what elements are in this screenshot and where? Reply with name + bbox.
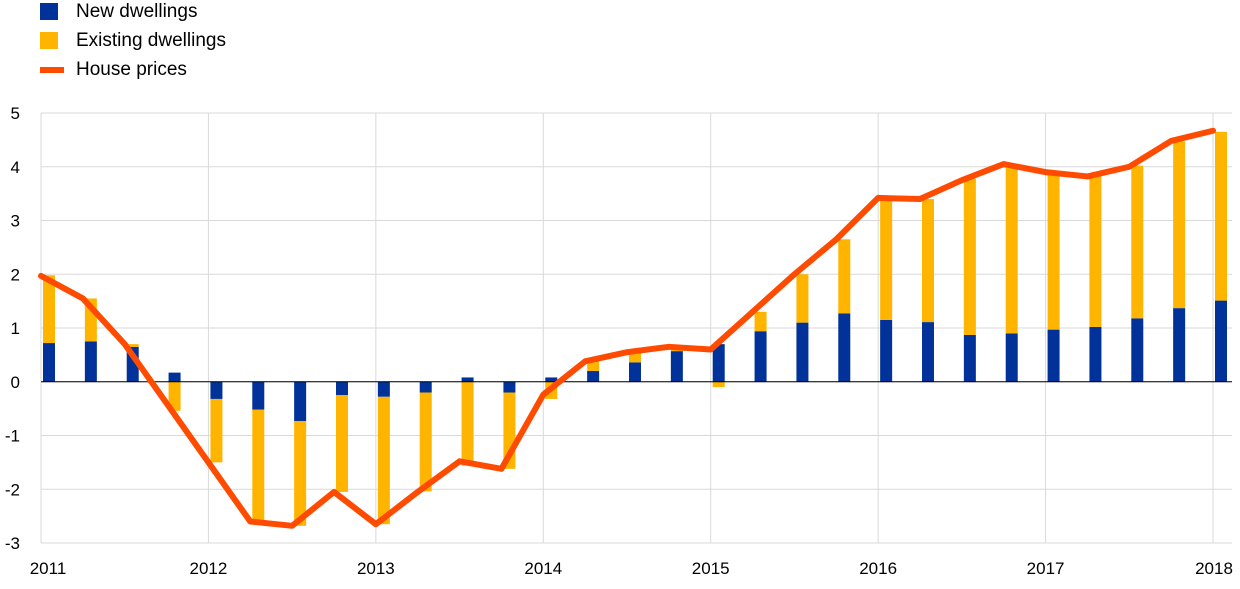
bar-new-dwellings <box>294 381 307 421</box>
bar-existing-dwellings <box>294 420 307 526</box>
chart-bars <box>43 131 1227 526</box>
x-tick-label: 2015 <box>692 559 730 578</box>
bar-new-dwellings <box>1089 326 1102 382</box>
bar-existing-dwellings <box>336 395 348 492</box>
bar-new-dwellings <box>629 362 641 382</box>
bar-new-dwellings <box>461 377 474 382</box>
bar-new-dwellings <box>796 322 809 382</box>
bar-existing-dwellings <box>1131 165 1144 319</box>
bar-new-dwellings <box>1005 333 1018 382</box>
bar-new-dwellings <box>963 334 976 382</box>
bar-existing-dwellings <box>587 361 600 371</box>
house-prices-line-path <box>38 127 1216 529</box>
y-tick-label: 2 <box>11 265 20 284</box>
bar-new-dwellings <box>545 377 558 382</box>
bar-new-dwellings <box>754 331 767 382</box>
bar-new-dwellings <box>1047 329 1060 382</box>
y-tick-label: 3 <box>11 212 20 231</box>
bar-new-dwellings <box>168 372 181 382</box>
bar-existing-dwellings <box>43 275 55 344</box>
y-axis-ticks: 5 4 3 2 1 0 -1 -2 -3 <box>5 104 20 553</box>
y-tick-label: 1 <box>11 319 20 338</box>
bar-new-dwellings <box>1173 308 1186 382</box>
bar-new-dwellings <box>880 319 893 382</box>
y-tick-label: -1 <box>5 427 20 446</box>
legend-item-house-prices: House prices <box>40 59 300 84</box>
bar-existing-dwellings <box>629 351 641 363</box>
bar-existing-dwellings <box>1173 141 1186 309</box>
bar-existing-dwellings <box>461 381 474 466</box>
x-tick-label: 2013 <box>357 559 395 578</box>
y-tick-label: 0 <box>11 373 20 392</box>
x-axis-ticks: 2011 2012 2013 2014 2015 2016 2017 2018 <box>30 559 1233 578</box>
bar-existing-dwellings <box>1089 176 1102 327</box>
bar-existing-dwellings <box>754 311 767 332</box>
house-prices-line <box>38 127 1216 529</box>
bar-new-dwellings <box>922 322 934 382</box>
legend-label-new-dwellings: New dwellings <box>76 1 198 22</box>
bar-existing-dwellings <box>126 344 139 347</box>
legend-label-house-prices: House prices <box>76 59 187 80</box>
x-tick-label: 2012 <box>190 559 228 578</box>
x-tick-label: 2018 <box>1195 559 1233 578</box>
bar-existing-dwellings <box>963 178 976 335</box>
bar-new-dwellings <box>419 381 432 393</box>
bar-new-dwellings <box>587 371 600 382</box>
x-tick-label: 2011 <box>30 559 67 578</box>
y-tick-label: -2 <box>5 480 20 499</box>
legend-item-existing-dwellings: Existing dwellings <box>40 30 300 55</box>
bar-new-dwellings <box>670 351 683 382</box>
bar-existing-dwellings <box>712 381 725 388</box>
bar-existing-dwellings <box>922 199 934 323</box>
legend-item-new-dwellings: New dwellings <box>40 1 300 26</box>
y-tick-label: 5 <box>11 104 20 123</box>
bar-new-dwellings <box>503 381 516 393</box>
bar-new-dwellings <box>252 381 265 410</box>
bar-existing-dwellings <box>880 197 893 320</box>
bar-existing-dwellings <box>210 398 223 463</box>
x-tick-label: 2016 <box>859 559 897 578</box>
bar-new-dwellings <box>712 344 725 382</box>
bar-existing-dwellings <box>252 409 265 522</box>
bar-new-dwellings <box>838 313 851 382</box>
bar-new-dwellings <box>336 381 348 396</box>
y-tick-label: 4 <box>11 158 20 177</box>
bar-existing-dwellings <box>168 381 181 411</box>
legend-line-house-prices <box>40 67 64 73</box>
bar-new-dwellings <box>377 381 390 397</box>
bar-new-dwellings <box>1131 318 1144 382</box>
bar-new-dwellings <box>1215 300 1227 382</box>
legend-swatch-existing-dwellings <box>40 32 58 49</box>
bar-new-dwellings <box>210 381 223 399</box>
legend-label-existing-dwellings: Existing dwellings <box>76 30 226 51</box>
bar-existing-dwellings <box>1047 172 1060 330</box>
bar-existing-dwellings <box>1215 131 1227 301</box>
legend-swatch-new-dwellings <box>40 3 58 20</box>
bar-new-dwellings <box>84 341 97 382</box>
bar-existing-dwellings <box>377 396 390 525</box>
y-tick-label: -3 <box>5 534 20 553</box>
x-tick-label: 2017 <box>1027 559 1065 578</box>
bar-existing-dwellings <box>419 392 432 492</box>
x-tick-label: 2014 <box>524 559 562 578</box>
bar-existing-dwellings <box>796 274 809 323</box>
bar-new-dwellings <box>43 343 55 382</box>
bar-existing-dwellings <box>1005 164 1018 334</box>
bar-existing-dwellings <box>838 239 851 314</box>
